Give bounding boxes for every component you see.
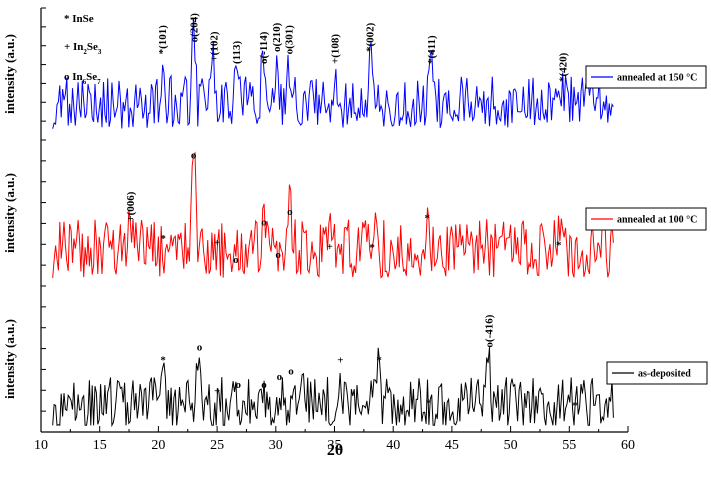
phase-subscript: 2: [83, 48, 87, 56]
y-axis-label: intensity (a.u.): [2, 319, 17, 399]
peak-annotation: *: [160, 355, 166, 367]
peak-annotation: +: [214, 237, 220, 249]
panel-as-deposited: intensity (a.u.) *o+o oo o+ **o(-416)*as-dep…: [2, 285, 708, 433]
peak-annotation: +: [327, 241, 333, 253]
legend-annealed-100: annealed at 100 °C: [585, 207, 707, 231]
x-tick-label: 20: [151, 438, 165, 453]
x-tick-label: 40: [386, 438, 400, 453]
phase-text: Se: [86, 71, 97, 83]
peak-annotation: o(204): [189, 13, 201, 43]
phase-legend-entry: * InSe: [64, 13, 94, 25]
phase-text: + In: [64, 41, 83, 53]
legend-box: [585, 65, 707, 89]
peak-annotation: *: [424, 213, 430, 225]
legend-box: [585, 207, 707, 231]
peak-annotation: o(-416): [483, 314, 495, 347]
legend-label: annealed at 100 °C: [617, 215, 697, 226]
peak-annotation: *(101): [157, 25, 169, 55]
x-tick-label: 30: [269, 438, 283, 453]
peak-annotation: o(210): [271, 22, 283, 52]
phase-subscript: 7: [97, 78, 101, 86]
phase-legend-entry: + In2Se3: [64, 41, 102, 56]
peak-annotation: *(420): [557, 52, 569, 82]
series-line-as-deposited: [52, 347, 614, 428]
x-tick-label: 60: [621, 438, 635, 453]
legend-label: as-deposited: [638, 369, 691, 380]
phase-legend-entry: o In6Se7: [64, 71, 101, 86]
series-line-annealed-100: [52, 151, 614, 279]
x-axis: 10 15 20 25 30 35 40 45 50 55 60: [34, 426, 635, 453]
x-tick-label: 45: [445, 438, 459, 453]
peak-annotation: *: [426, 398, 432, 410]
peak-annotation: *: [376, 355, 382, 367]
peak-annotation: +(108): [330, 34, 342, 64]
y-axis-label: intensity (a.u.): [2, 173, 17, 253]
peak-annotation: (113): [231, 40, 243, 64]
legend-annealed-150: annealed at 150 °C: [585, 65, 707, 89]
peak-annotation: +(006): [125, 191, 137, 221]
peak-annotation: o: [235, 379, 241, 391]
peak-annotation: o: [261, 379, 267, 391]
x-tick-label: 50: [504, 438, 518, 453]
peak-annotation: o: [197, 341, 203, 353]
y-axis-label: intensity (a.u.): [2, 34, 17, 114]
panel-annealed-100: intensity (a.u.) +(006) * o + o o o o + * * * anneale…: [2, 139, 707, 287]
legend-box: [606, 361, 708, 385]
peak-annotation: o(301): [284, 25, 296, 55]
x-tick-label: 55: [562, 438, 576, 453]
legend-label: annealed at 150 °C: [617, 73, 697, 84]
peak-annotation: *: [369, 242, 375, 254]
panels-layer: intensity (a.u.) *(101) o(204) +(102) (113) o…: [2, 7, 708, 433]
series-line-annealed-150: [52, 18, 614, 129]
peak-annotation: *: [572, 400, 578, 412]
peak-annotation: +: [337, 355, 343, 367]
x-tick-label: 25: [210, 438, 224, 453]
peak-annotation: +(102): [209, 31, 221, 61]
x-tick-label: 35: [328, 438, 342, 453]
phase-subscript: 6: [83, 78, 87, 86]
peak-annotation: o(-114): [258, 31, 270, 64]
peak-annotation: o: [288, 365, 294, 377]
peak-annotation: *: [556, 240, 562, 252]
peak-annotation: *(411): [426, 35, 438, 64]
x-tick-label: 15: [93, 438, 107, 453]
panel-annealed-150: intensity (a.u.) *(101) o(204) +(102) (113) o…: [2, 7, 707, 141]
peak-annotation: o: [277, 371, 283, 383]
peak-annotation: o: [287, 206, 293, 218]
peak-annotation: o: [261, 217, 267, 229]
x-axis-title: 2θ: [327, 442, 343, 459]
peak-annotation: +: [214, 386, 220, 398]
x-tick-label: 10: [34, 438, 48, 453]
peak-annotation: o: [275, 249, 281, 261]
peak-annotation: *(002): [365, 22, 377, 52]
peak-annotation: o: [191, 150, 197, 162]
legend-as-deposited: as-deposited: [606, 361, 708, 385]
phase-text: o In: [64, 71, 83, 83]
phase-subscript: 3: [98, 48, 102, 56]
peak-annotation: *: [160, 233, 166, 245]
peak-annotation: o: [233, 254, 239, 266]
phase-text: Se: [87, 41, 98, 53]
